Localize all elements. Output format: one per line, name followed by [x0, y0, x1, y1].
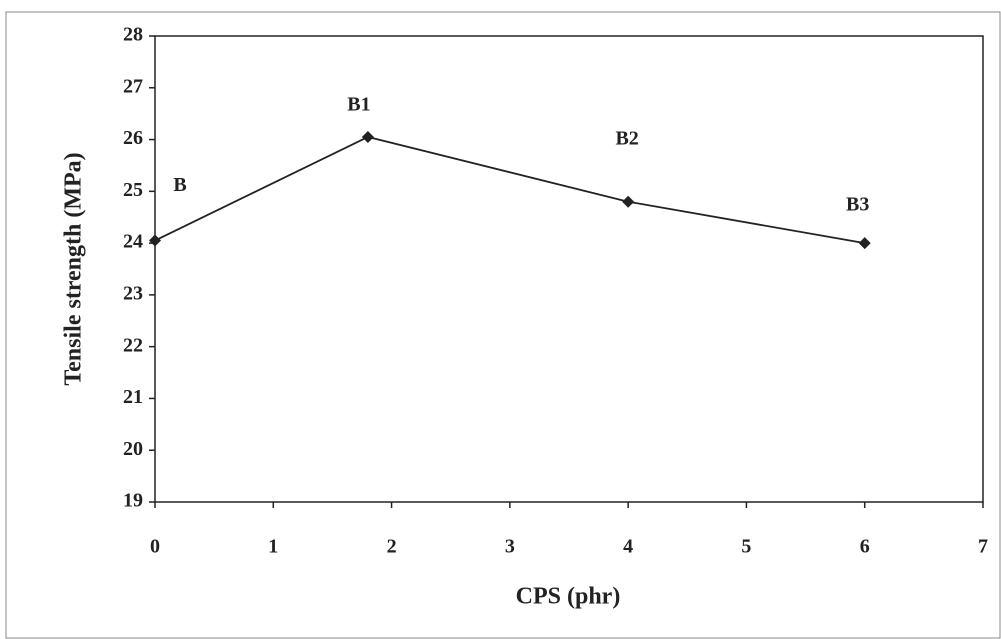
- x-tick-label: 4: [623, 536, 633, 558]
- point-label: B: [173, 174, 186, 196]
- x-tick-label: 2: [387, 536, 397, 558]
- y-tick-label: 23: [123, 282, 143, 304]
- x-tick-label: 3: [505, 536, 515, 558]
- x-tick-label: 7: [978, 536, 988, 558]
- y-tick-label: 26: [123, 127, 143, 149]
- frame: [5, 11, 1001, 639]
- data-point: [622, 195, 635, 208]
- data-point: [149, 234, 161, 247]
- x-tick-label: 1: [268, 536, 278, 558]
- data-point: [858, 237, 871, 250]
- x-tick-label: 0: [150, 536, 160, 558]
- point-label: B2: [615, 127, 638, 149]
- plot-area: [154, 35, 984, 503]
- point-label: B3: [846, 194, 869, 216]
- y-tick-label: 28: [123, 24, 143, 46]
- y-tick-label: 27: [123, 75, 143, 97]
- y-tick-label: 25: [123, 179, 143, 201]
- x-tick-label: 6: [860, 536, 870, 558]
- x-tick-label: 5: [741, 536, 751, 558]
- y-tick-label: 24: [123, 231, 143, 253]
- y-tick-label: 19: [123, 490, 143, 512]
- x-axis-title: CPS (phr): [516, 584, 621, 610]
- series-line: [154, 136, 865, 244]
- y-tick-label: 22: [123, 334, 143, 356]
- y-tick-label: 21: [123, 386, 143, 408]
- data-point: [361, 130, 374, 143]
- y-axis-title: Tensile strength (MPa): [61, 152, 87, 385]
- point-label: B1: [347, 94, 370, 116]
- y-tick-label: 20: [123, 438, 143, 460]
